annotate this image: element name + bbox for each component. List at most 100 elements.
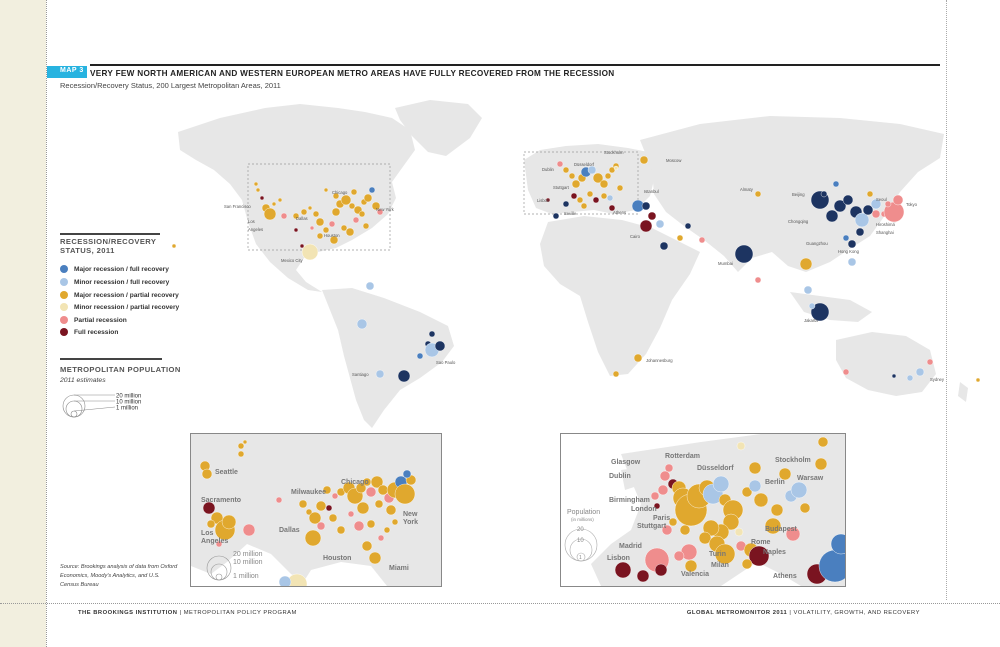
metro-marker	[552, 212, 560, 220]
metro-marker	[383, 526, 391, 534]
city-label-guangzhou: Guangzhou	[806, 241, 828, 246]
metro-marker	[355, 482, 367, 494]
metro-marker	[356, 501, 370, 515]
metro-marker	[323, 187, 329, 193]
city-label-madrid: Madrid	[619, 543, 642, 550]
metro-marker	[365, 486, 377, 498]
city-label-beijing: Beijing	[792, 192, 805, 197]
metro-marker	[309, 225, 315, 231]
metro-marker	[352, 216, 360, 224]
metro-marker	[891, 373, 897, 379]
gulf-water	[301, 562, 387, 586]
metro-marker	[613, 165, 619, 171]
metro-marker	[653, 502, 661, 510]
city-label-rome: Rome	[751, 539, 771, 546]
metro-marker	[892, 194, 904, 206]
legend-label: Minor recession / full recovery	[74, 278, 170, 286]
city-label-los-angeles: Angeles	[201, 538, 228, 545]
margin-dotted-line	[46, 0, 47, 647]
metro-marker	[810, 302, 830, 322]
metro-marker	[659, 470, 671, 482]
city-label-athens: Athens	[773, 573, 797, 580]
metro-marker	[684, 559, 698, 573]
metro-marker	[331, 207, 341, 217]
metro-marker	[698, 236, 706, 244]
metro-marker	[842, 194, 854, 206]
city-label-chicago: Chicago	[332, 190, 348, 195]
metro-marker	[374, 499, 384, 509]
header-rule	[90, 64, 940, 66]
metro-marker	[592, 196, 600, 204]
metro-marker	[263, 207, 277, 221]
us-key-10: 10 million	[233, 559, 263, 566]
legend-swatch	[60, 328, 68, 336]
metro-marker	[854, 212, 870, 228]
metro-marker	[808, 302, 816, 310]
eu-key-10: 10	[577, 538, 584, 544]
city-label-glasgow: Glasgow	[611, 459, 641, 466]
metro-marker	[679, 524, 691, 536]
footer-report-sub: | VOLATILITY, GROWTH, AND RECOVERY	[787, 610, 920, 616]
metro-marker	[259, 195, 265, 201]
city-label-tokyo: Tokyo	[906, 202, 918, 207]
source-note: Source: Brookings analysis of data from …	[60, 564, 178, 588]
metro-marker	[371, 201, 381, 211]
metro-marker	[668, 517, 678, 527]
metro-marker	[201, 468, 213, 480]
page-subtitle: Recession/Recovery Status, 200 Largest M…	[60, 81, 281, 90]
us-inset-land	[191, 434, 441, 586]
metro-marker	[604, 172, 612, 180]
metro-marker	[639, 219, 653, 233]
metro-marker	[790, 481, 808, 499]
metro-marker	[391, 518, 399, 526]
city-label-jakarta: Jakarta	[804, 318, 818, 323]
metro-marker	[562, 166, 570, 174]
europe-inset-markers	[614, 436, 845, 585]
population-subtitle: 2011 estimates	[60, 377, 106, 384]
city-label-san-francisco: San Francisco	[224, 204, 251, 209]
city-label-new-york: New	[403, 511, 418, 518]
footer-left: THE BROOKINGS INSTITUTION | METROPOLITAN…	[78, 610, 297, 616]
city-label-valencia: Valencia	[681, 571, 709, 578]
metro-marker	[616, 184, 624, 192]
world-city-markers	[171, 155, 981, 383]
city-label-mexico-city: Mexico City	[281, 258, 304, 263]
metro-marker	[397, 369, 411, 383]
europe-land	[524, 144, 656, 214]
metro-marker	[576, 196, 584, 204]
metro-marker	[325, 504, 333, 512]
metro-marker	[375, 369, 385, 379]
europe-inset-marker	[523, 151, 639, 215]
legend-label: Minor recession / partial recovery	[74, 303, 180, 311]
metro-marker	[664, 463, 674, 473]
metro-marker	[363, 193, 373, 203]
city-label-new-york: New York	[376, 207, 395, 212]
metro-marker	[608, 204, 616, 212]
city-label-chongqing: Chongqing	[788, 219, 809, 224]
metro-marker	[278, 575, 292, 586]
city-label-dublin: Dublin	[609, 473, 631, 480]
metro-marker	[754, 276, 762, 284]
metro-marker	[332, 192, 340, 200]
metro-marker	[385, 504, 397, 516]
metro-marker	[271, 201, 277, 207]
metro-marker	[866, 190, 874, 198]
metro-marker	[825, 209, 839, 223]
metro-marker	[322, 485, 332, 495]
metro-marker	[545, 197, 551, 203]
metro-marker	[304, 529, 322, 547]
city-label-seville: Seville	[564, 211, 577, 216]
eu-key-1: 1	[579, 555, 582, 561]
metro-marker	[817, 436, 829, 448]
footer-dotted-line	[0, 603, 1000, 604]
metro-marker	[734, 244, 754, 264]
metro-marker	[368, 551, 382, 565]
city-label-johannesburg: Johannesburg	[646, 358, 673, 363]
metro-marker	[300, 208, 308, 216]
metro-marker	[242, 523, 256, 537]
south-america-land	[322, 288, 454, 428]
city-label-stockholm: Stockholm	[775, 457, 811, 464]
